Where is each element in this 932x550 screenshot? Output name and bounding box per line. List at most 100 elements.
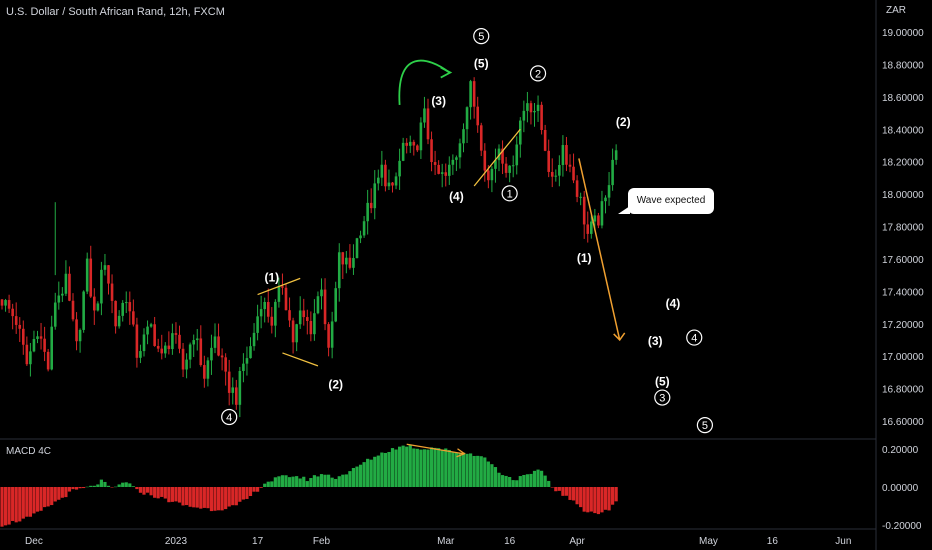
candle-body [462, 129, 465, 144]
candle-body [252, 332, 256, 347]
macd-bar [461, 452, 466, 487]
candle-body [210, 347, 213, 361]
candle-body [242, 363, 245, 371]
candle-body [607, 185, 611, 198]
macd-bar [394, 449, 398, 487]
projection-line [578, 158, 621, 341]
wave-label: 3 [659, 393, 665, 405]
candle-body [203, 365, 206, 379]
candle-body [39, 336, 43, 339]
macd-bar [472, 455, 476, 487]
macd-bar [437, 448, 441, 487]
macd-bar [614, 487, 618, 502]
macd-bar [43, 487, 47, 508]
time-tick-label: May [699, 536, 718, 547]
time-tick-label: Dec [25, 536, 43, 547]
candle-body [231, 387, 235, 393]
candle-body [25, 344, 29, 365]
macd-bar [131, 486, 135, 487]
macd-bar [209, 487, 214, 512]
macd-bar [3, 487, 8, 526]
macd-bar [323, 474, 327, 487]
wave-label: 4 [691, 333, 697, 345]
macd-bar [28, 487, 32, 517]
price-tick-label: 18.60000 [882, 93, 924, 104]
macd-bar [440, 449, 444, 487]
macd-bar [266, 481, 270, 487]
time-tick-label: Jun [835, 536, 851, 547]
macd-bar [156, 487, 160, 499]
macd-bar [270, 481, 274, 487]
candle-body [529, 103, 533, 113]
candle-body [135, 324, 139, 358]
macd-bar [504, 475, 508, 487]
axis-unit-label: ZAR [886, 5, 906, 16]
macd-tick-label: -0.20000 [882, 521, 922, 532]
candle-body [543, 129, 547, 151]
price-tick-label: 16.80000 [882, 385, 924, 396]
candle-body [345, 257, 348, 265]
candle-body [380, 164, 384, 178]
macd-bar [259, 487, 263, 488]
macd-bar [114, 486, 118, 488]
candle-body [185, 359, 188, 370]
candle-body [146, 326, 149, 335]
macd-bar [85, 486, 89, 488]
macd-bar [138, 487, 143, 493]
macd-bar [220, 487, 224, 511]
candle-body [64, 273, 68, 294]
macd-bar [199, 487, 203, 509]
macd-bar [561, 487, 565, 496]
candle-body [227, 371, 231, 393]
macd-bar [575, 487, 579, 505]
macd-bar [216, 487, 221, 511]
candle-body [362, 221, 366, 236]
price-tick-label: 17.40000 [882, 287, 924, 298]
candle-body [330, 321, 334, 348]
candle-body [377, 177, 380, 184]
candle-body [593, 215, 597, 222]
macd-bar [0, 487, 4, 527]
wedge-line [257, 277, 301, 296]
candle-body [117, 315, 121, 327]
macd-bar [82, 487, 86, 489]
macd-bar [319, 474, 324, 487]
macd-label[interactable]: MACD 4C [6, 446, 52, 457]
divergence-line [406, 443, 464, 455]
candle-body [57, 295, 61, 303]
macd-bar [53, 487, 57, 502]
candle-body [387, 182, 391, 187]
macd-bar [415, 448, 419, 487]
candle-body [465, 107, 469, 130]
candle-body [479, 125, 483, 151]
candle-body [504, 163, 508, 173]
candle-body [412, 141, 416, 146]
wave-expected-callout: Wave expected [618, 188, 714, 214]
chart-title: U.S. Dollar / South African Rand, 12h, F… [6, 6, 225, 18]
macd-bar [245, 487, 249, 499]
candle-body [565, 145, 568, 165]
macd-bar [540, 470, 544, 487]
macd-bar [348, 471, 352, 487]
macd-bar [486, 461, 490, 487]
macd-bar [405, 446, 409, 487]
time-tick-label: 2023 [165, 536, 188, 547]
macd-bar [564, 487, 569, 496]
candle-body [259, 309, 263, 317]
wave-label: (3) [431, 94, 446, 108]
candle-body [455, 157, 458, 160]
candle-body [270, 316, 274, 326]
macd-bar [600, 487, 604, 513]
macd-bar [341, 474, 345, 487]
candle-body [217, 336, 220, 356]
macd-bar [429, 447, 434, 487]
candle-body [597, 215, 600, 226]
candle-body [277, 286, 281, 302]
macd-bar [25, 487, 29, 517]
candle-body [107, 265, 110, 284]
candle-body [71, 300, 75, 320]
macd-bar [447, 449, 451, 487]
macd-bar [500, 475, 505, 487]
candle-body [220, 355, 224, 358]
wave-circle [654, 389, 671, 406]
